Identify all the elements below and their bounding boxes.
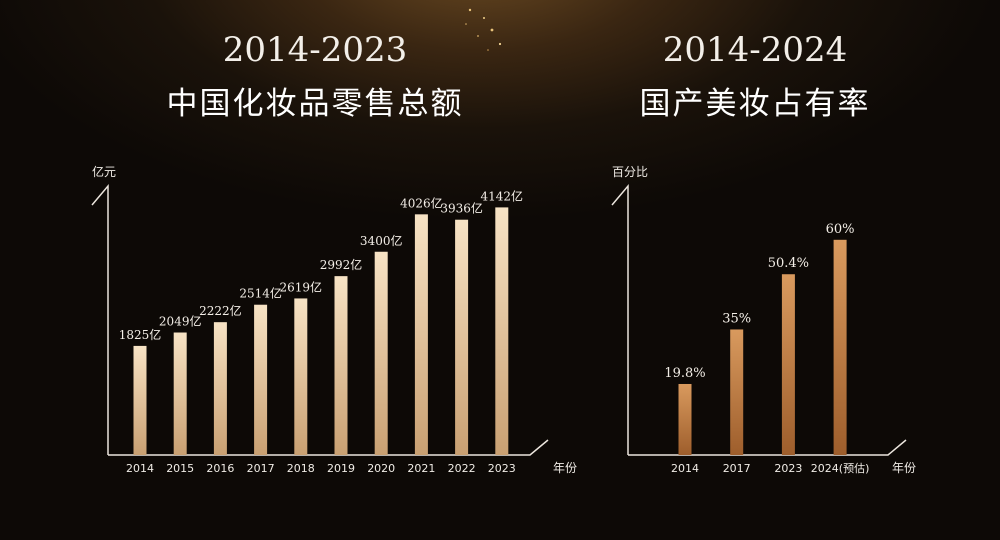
left-tick-label: 2015 xyxy=(166,462,194,475)
left-chart: 亿元 年份 1825亿 2014 2049亿 2015 2222亿 2016 2514亿 20… xyxy=(91,164,577,475)
left-x-axis xyxy=(108,439,549,456)
sparkle-decoration xyxy=(465,8,502,51)
right-bar-2017 xyxy=(730,329,744,455)
left-data-label: 2222亿 xyxy=(199,303,242,318)
left-tick-label: 2020 xyxy=(367,462,395,475)
left-title-main: 中国化妆品零售总额 xyxy=(166,86,464,122)
left-bar-2022 xyxy=(455,219,469,455)
right-bar-2024(预估) xyxy=(833,239,847,455)
left-bar-2014 xyxy=(133,345,147,455)
left-x-unit: 年份 xyxy=(553,461,577,475)
left-tick-label: 2018 xyxy=(287,462,315,475)
left-bar-2020 xyxy=(374,251,388,455)
left-tick-label: 2022 xyxy=(448,462,476,475)
left-tick-label: 2016 xyxy=(206,462,234,475)
left-tick-label: 2019 xyxy=(327,462,355,475)
left-bar-2019 xyxy=(334,276,348,455)
left-bar-2016 xyxy=(213,322,227,455)
right-tick-label: 2023 xyxy=(774,462,802,475)
right-tick-label: 2014 xyxy=(671,462,699,475)
left-tick-label: 2017 xyxy=(247,462,275,475)
left-data-label: 3936亿 xyxy=(440,201,483,216)
left-data-label: 2514亿 xyxy=(239,286,282,301)
right-y-unit: 百分比 xyxy=(612,165,648,179)
left-tick-label: 2023 xyxy=(488,462,516,475)
left-y-unit: 亿元 xyxy=(92,164,116,179)
right-data-label: 19.8% xyxy=(664,366,705,381)
left-title-year: 2014-2023 xyxy=(222,30,408,70)
left-bar-2018 xyxy=(294,298,308,455)
left-bar-2021 xyxy=(414,214,428,455)
right-title-main: 国产美妆占有率 xyxy=(639,86,871,122)
left-data-label: 4142亿 xyxy=(481,188,524,203)
left-bar-2015 xyxy=(173,332,187,455)
left-data-label: 3400亿 xyxy=(360,233,403,248)
right-data-label: 60% xyxy=(826,222,855,237)
left-data-label: 4026亿 xyxy=(400,195,443,210)
left-tick-label: 2021 xyxy=(407,462,435,475)
left-bar-2023 xyxy=(495,207,509,455)
right-title-year: 2014-2024 xyxy=(662,30,848,70)
left-data-label: 2992亿 xyxy=(320,257,363,272)
right-data-label: 35% xyxy=(722,311,751,326)
right-bar-2014 xyxy=(678,383,692,455)
right-chart: 百分比 年份 19.8% 2014 35% 2017 50.4% 2023 60% 2024(… xyxy=(611,165,916,475)
right-x-axis xyxy=(628,439,907,456)
left-bar-2017 xyxy=(254,304,268,455)
right-x-unit: 年份 xyxy=(892,461,916,475)
left-tick-label: 2014 xyxy=(126,462,154,475)
right-data-label: 50.4% xyxy=(768,256,809,271)
left-data-label: 2619亿 xyxy=(280,279,323,294)
right-tick-label: 2024(预估) xyxy=(811,462,870,475)
left-data-label: 1825亿 xyxy=(119,327,162,342)
right-tick-label: 2017 xyxy=(723,462,751,475)
left-y-axis xyxy=(91,183,109,455)
left-data-label: 2049亿 xyxy=(159,314,202,329)
right-bar-2023 xyxy=(781,274,795,455)
right-y-axis xyxy=(611,183,629,455)
